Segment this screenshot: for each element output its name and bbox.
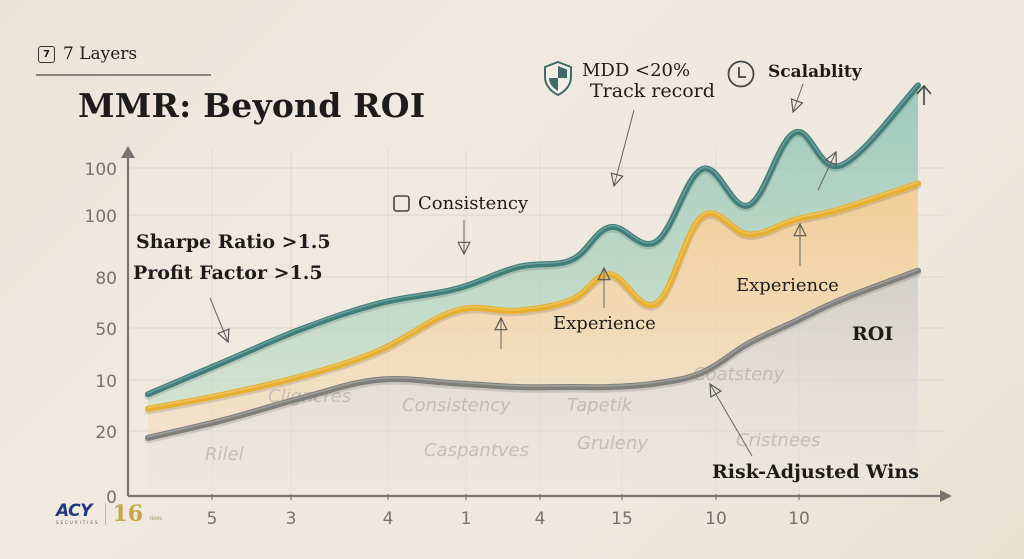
annotation-arrows [209,83,836,457]
handwritten-label: Caspantves [424,440,529,461]
track-record-label: Track record [590,80,715,102]
logo-separator [105,503,107,525]
series-line-3 [145,267,921,441]
y-tick-label: 20 [95,423,117,443]
x-tick-labels: 5 3 4 1 4 15 10 10 [207,494,810,529]
series-lines [144,82,922,444]
handwritten-label: Cristnees [736,430,820,451]
risk-adjusted-arrow [710,384,753,457]
layers-count-icon: 7 [38,45,55,63]
anniversary-mark: 16 [112,501,144,527]
scalability-arrow [793,83,803,112]
up-arrow-icon [916,84,932,105]
x-tick-label: 15 [611,509,633,529]
shield-icon [544,60,572,97]
x-tick-label: 4 [535,509,546,529]
axes [121,84,952,502]
handwritten-label: Consistency [402,395,511,416]
y-axis-arrow-icon [121,146,135,158]
layers-label: 7 Layers [63,44,138,64]
sharpe-ratio-label: Sharpe Ratio >1.5 [136,231,331,253]
y-tick-label: 80 [95,269,117,289]
scalability-label: Scalablity [768,62,862,82]
x-axis-arrow-icon [940,490,952,502]
logo-text: ACY [56,501,92,521]
series-line-highlight [147,83,919,394]
handwritten-label: Rilel [205,444,244,465]
series-line-highlight [147,268,919,438]
mdd-label: MDD <20% [582,60,691,81]
handwritten-label: Tapetik [567,395,634,416]
x-tick-label: 1 [461,509,472,529]
experience-label-1: Experience [553,313,656,334]
series-area-3 [148,270,918,496]
brand-logo: ACY SECURITIES 16 YEARS [56,503,162,525]
consistency-label: Consistency [418,193,529,214]
profit-factor-label: Profit Factor >1.5 [133,262,323,284]
y-tick-label: 100 [85,207,117,227]
y-tick-label: 50 [95,320,117,340]
series-line-2 [145,180,921,412]
sharpe-arrow [209,297,228,342]
x-tick-label: 10 [705,509,727,529]
y-tick-labels: 0 20 10 50 80 100 100 [85,160,117,508]
anniversary-suffix: YEARS [149,516,163,521]
x-tick-label: 3 [286,509,297,529]
y-tick-label: 100 [85,160,117,180]
x-tick-label: 4 [383,509,394,529]
series-line-highlight [147,181,919,409]
track-record-arrow [614,109,635,186]
x-tick-label: 5 [207,509,218,529]
handwritten-label: Gruleny [577,433,648,454]
scalability-up-arrow [817,152,836,191]
consistency-checkbox-icon [393,195,410,212]
page-title: MMR: Beyond ROI [78,86,426,125]
y-tick-label: 10 [95,372,117,392]
layers-badge: 7 7 Layers [38,44,137,64]
roi-label: ROI [852,323,894,345]
x-tick-label: 10 [788,509,810,529]
series-line-1 [145,82,921,398]
clock-icon [727,60,755,88]
logo-subtext: SECURITIES [56,520,100,525]
y-tick-label: 0 [106,488,117,508]
risk-adjusted-wins-label: Risk-Adjusted Wins [712,461,919,483]
series-area-1 [148,85,918,409]
header-divider [36,74,211,76]
handwritten-label: Coatsteny [693,364,785,385]
experience-label-2: Experience [736,275,839,296]
